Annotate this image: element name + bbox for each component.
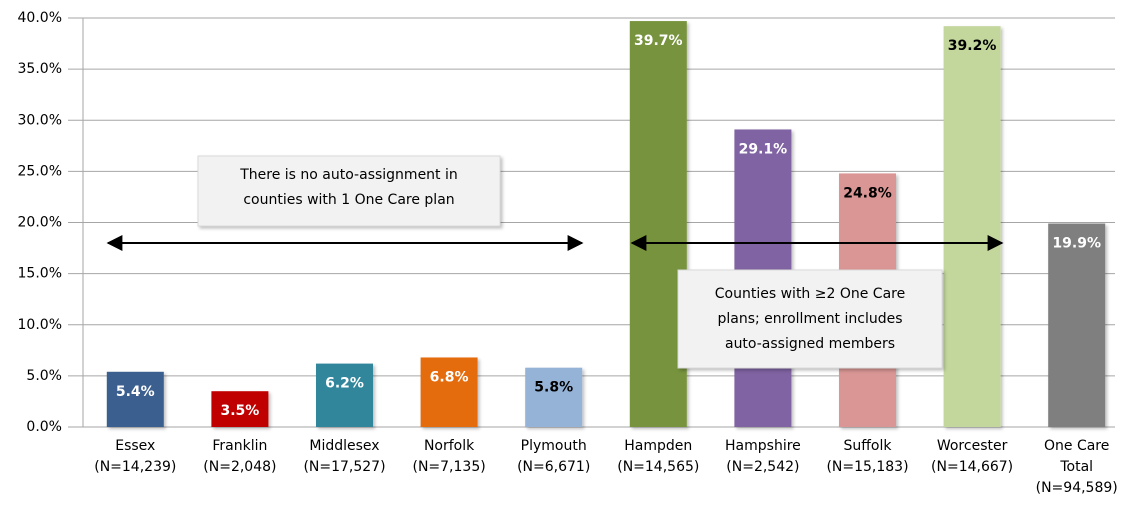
y-tick-label: 5.0% <box>26 368 62 384</box>
annotation-text: Counties with ≥2 One Care <box>715 286 905 302</box>
x-tick-label: (N=2,542) <box>726 459 799 475</box>
x-tick-label: Suffolk <box>844 438 893 454</box>
x-tick-label: Norfolk <box>424 438 475 454</box>
bar <box>420 357 478 427</box>
bar <box>106 371 164 427</box>
annotation-box <box>677 269 943 369</box>
labels: 0.0% 5.0% 10.0% 15.0% 20.0% 25.0% 30.0% 35.0% 40… <box>18 10 1118 496</box>
x-tick-label: Hampden <box>624 438 692 454</box>
y-tick-label: 25.0% <box>18 163 62 179</box>
x-tick-label: (N=6,671) <box>517 459 590 475</box>
bar <box>316 363 373 427</box>
value-label: 24.8% <box>843 185 892 201</box>
value-label: 5.8% <box>534 380 573 396</box>
value-label: 39.7% <box>634 33 683 49</box>
x-tick-label: (N=17,527) <box>303 459 385 475</box>
annotation-text: There is no auto-assignment in <box>239 167 458 183</box>
value-label: 5.4% <box>116 384 155 400</box>
x-tick-label: Franklin <box>212 438 267 454</box>
value-label: 29.1% <box>739 141 788 157</box>
bar <box>1048 223 1106 427</box>
x-tick-label: Middlesex <box>309 438 379 454</box>
x-tick-label: (N=14,667) <box>931 459 1013 475</box>
value-label: 19.9% <box>1052 236 1101 252</box>
x-tick-label: (N=2,048) <box>203 459 276 475</box>
annotation-text: plans; enrollment includes <box>717 311 902 327</box>
y-tick-label: 20.0% <box>18 215 62 231</box>
y-tick-label: 35.0% <box>18 61 62 77</box>
bar <box>629 21 687 427</box>
x-tick-label: (N=15,183) <box>826 459 908 475</box>
x-tick-label: Plymouth <box>521 438 587 454</box>
x-tick-label: Hampshire <box>725 438 801 454</box>
bar <box>943 26 1001 428</box>
value-label: 6.2% <box>325 376 364 392</box>
y-tick-label: 30.0% <box>18 112 62 128</box>
y-tick-label: 0.0% <box>26 419 62 435</box>
value-label: 6.8% <box>430 369 469 385</box>
x-tick-label: (N=94,589) <box>1036 480 1118 496</box>
x-tick-label: Worcester <box>937 438 1008 454</box>
bar <box>211 391 269 427</box>
x-tick-label: Essex <box>115 438 155 454</box>
x-tick-label: Total <box>1059 459 1093 475</box>
x-tick-label: (N=14,239) <box>94 459 176 475</box>
annotation-text: counties with 1 One Care plan <box>243 192 454 208</box>
value-label: 3.5% <box>220 403 259 419</box>
x-tick-label: (N=7,135) <box>412 459 485 475</box>
value-label: 39.2% <box>948 38 997 54</box>
x-tick-label: (N=14,565) <box>617 459 699 475</box>
bar <box>525 367 583 427</box>
annotation-box <box>197 155 501 227</box>
annotation-text: auto-assigned members <box>725 336 895 352</box>
y-tick-label: 15.0% <box>18 266 62 282</box>
y-tick-label: 10.0% <box>18 317 62 333</box>
y-tick-label: 40.0% <box>18 10 62 26</box>
x-tick-label: One Care <box>1044 438 1109 454</box>
